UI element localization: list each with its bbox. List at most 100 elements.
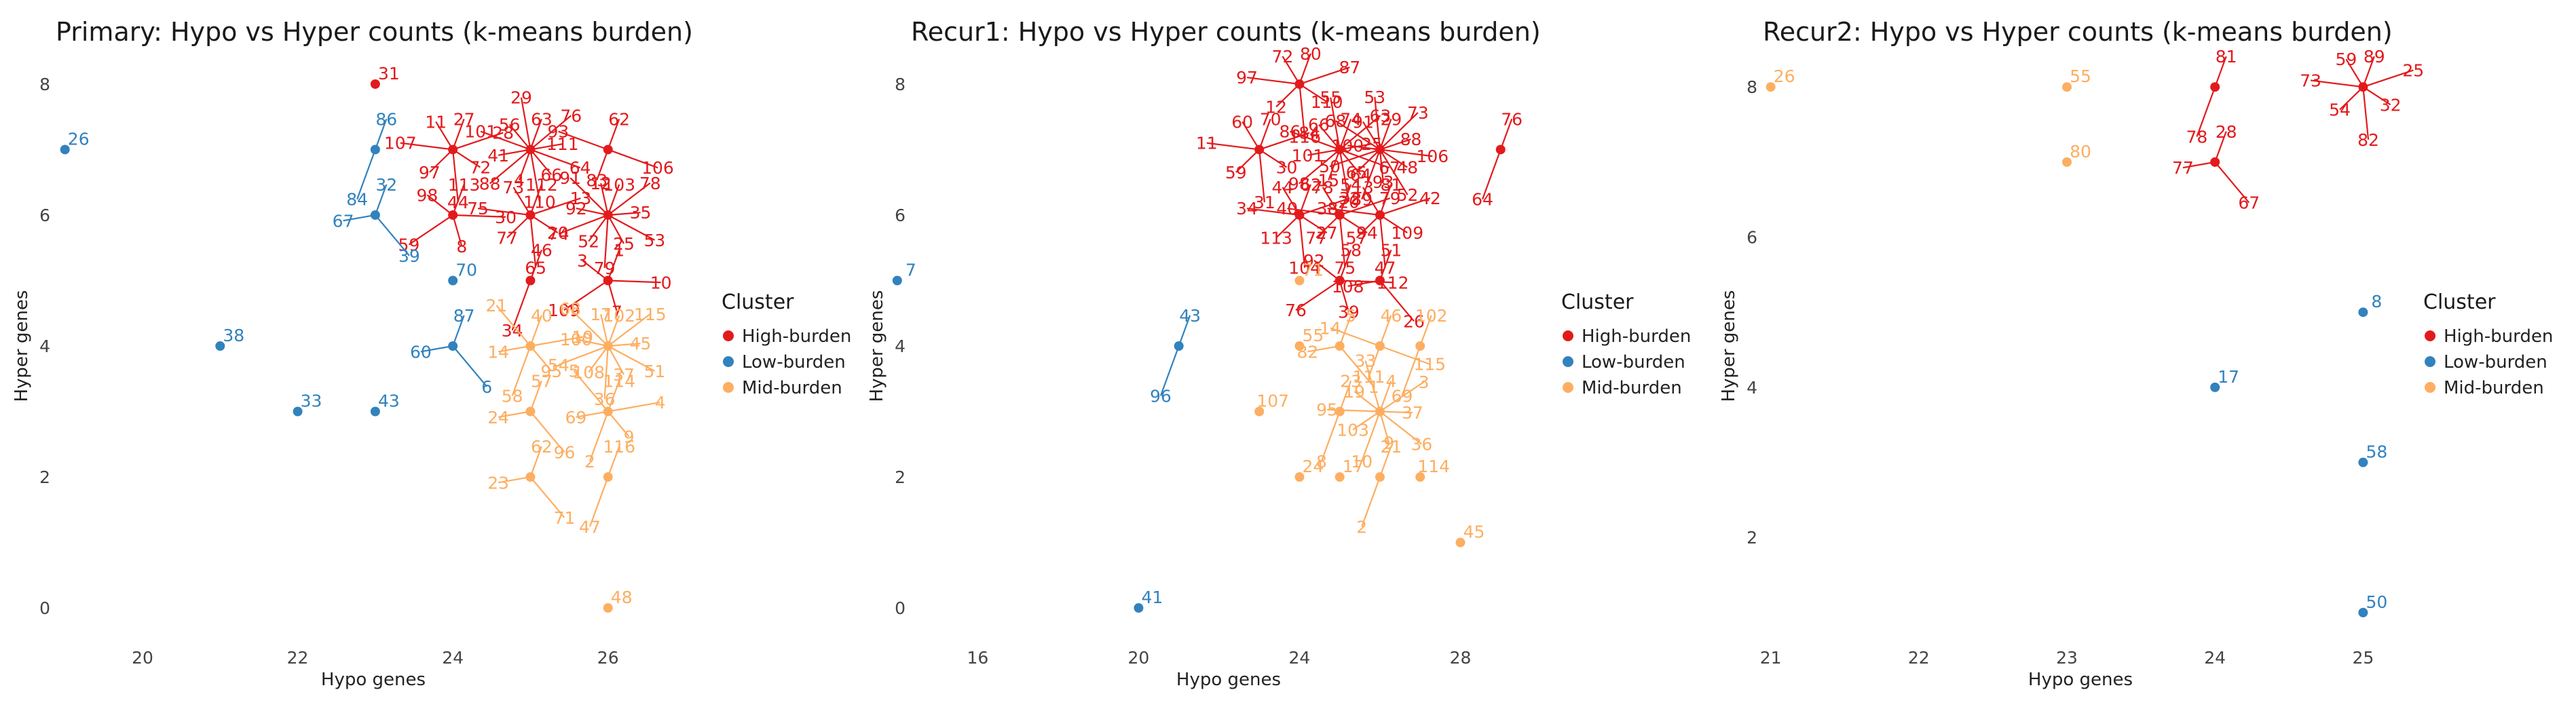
data-point [370,145,380,155]
label-leader-line [608,214,655,241]
label-leader-line [570,177,609,216]
label-leader-line [576,208,608,216]
data-point [1455,537,1466,548]
label-leader-line [529,115,572,151]
label-leader-line [1339,118,1352,150]
label-leader-line [530,143,563,151]
point-label: 30 [1276,158,1298,178]
label-leader-line [498,476,531,484]
point-label: 37 [1402,403,1423,423]
label-leader-line [582,260,609,282]
label-leader-line [1379,197,1431,216]
point-label: 58 [2366,442,2387,462]
point-label: 7 [906,260,916,280]
point-label: 72 [1272,47,1294,66]
label-leader-line [1287,208,1340,216]
label-leader-line [374,184,388,216]
point-label: 24 [1303,457,1324,476]
y-tick-label: 0 [895,598,906,618]
point-label: 69 [565,408,587,427]
data-point [1334,275,1345,286]
label-leader-line [1368,345,1381,377]
point-label: 62 [531,437,553,457]
point-label: 106 [641,158,674,178]
point-label: 9 [624,427,635,446]
point-label: 50 [2366,592,2387,612]
x-tick-label: 16 [967,648,988,668]
point-label: 14 [1320,318,1341,338]
point-label: 81 [1381,175,1402,195]
data-point [2210,82,2220,92]
point-label: 60 [410,342,432,362]
point-label: 11 [1196,134,1218,153]
label-leader-line [1327,208,1381,216]
point-label: 40 [1276,199,1298,218]
label-leader-line [1361,476,1381,527]
legend-swatch [723,382,734,393]
label-leader-line [1347,145,1381,151]
point-label: 62 [608,109,630,129]
label-leader-line [1419,315,1432,347]
point-label: 8 [2371,292,2382,311]
legend-entry-label: Low-burden [742,352,846,372]
data-point [1375,406,1385,417]
label-leader-line [1258,118,1271,150]
label-leader-line [1379,410,1423,445]
label-leader-line [529,250,542,281]
label-leader-line [1246,208,1300,216]
label-leader-line [452,315,465,347]
legend-entry-label: Low-burden [1582,352,1685,372]
label-leader-line [529,345,553,372]
point-label: 17 [1343,457,1364,476]
point-label: 113 [1260,228,1292,248]
label-leader-line [588,214,609,242]
point-label: 93 [548,122,570,142]
label-leader-line [600,183,609,216]
label-leader-line [607,410,630,438]
point-label: 51 [1381,240,1402,260]
legend-entry-label: Mid-burden [742,378,842,398]
data-point [1375,210,1385,220]
x-tick-label: 28 [1450,648,1472,668]
label-leader-line [452,214,463,247]
point-label: 54 [548,356,570,375]
label-leader-line [530,149,581,169]
point-label: 33 [301,391,322,411]
point-label: 88 [1400,130,1422,149]
point-label: 92 [1303,251,1325,271]
label-leader-line [2339,86,2364,111]
label-leader-line [596,149,609,180]
x-tick-label: 22 [1908,648,1930,668]
point-label: 35 [630,203,652,223]
y-axis-label: Hyper genes [12,290,32,402]
point-label: 23 [1340,371,1362,391]
point-label: 114 [1417,457,1450,476]
label-leader-line [452,149,459,203]
label-leader-line [1362,187,1381,216]
point-label: 55 [1303,326,1324,345]
point-label: 58 [1340,240,1362,260]
label-leader-line [1379,446,1392,478]
point-label: 21 [1381,437,1402,457]
label-leader-line [1315,214,1341,239]
data-point [525,341,536,351]
label-leader-line [608,149,658,169]
data-point [525,275,536,286]
label-leader-line [1361,411,1381,462]
data-point [525,472,536,482]
label-leader-line [1275,83,1301,108]
point-label: 54 [2329,100,2351,120]
label-leader-line [511,345,531,396]
point-label: 34 [1236,199,1258,218]
point-label: 84 [346,190,368,210]
point-label: 106 [1416,147,1449,166]
data-point [293,406,303,417]
label-leader-line [453,214,506,218]
point-label: 52 [1397,185,1419,205]
point-label: 32 [2380,95,2402,115]
point-label: 108 [1332,277,1364,296]
point-label: 23 [487,473,509,493]
label-leader-line [375,214,410,256]
point-label: 66 [540,165,562,185]
